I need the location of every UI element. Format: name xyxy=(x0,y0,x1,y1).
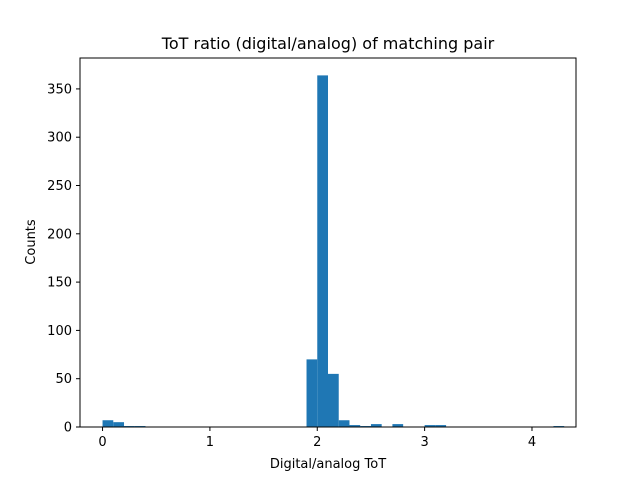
histogram-bar-8 xyxy=(349,425,361,427)
y-tick-label-7: 350 xyxy=(47,82,72,97)
y-tick-label-3: 150 xyxy=(47,276,72,291)
x-axis-ticks: 0 1 2 3 4 xyxy=(98,427,536,450)
chart-title: ToT ratio (digital/analog) of matching p… xyxy=(161,34,495,53)
y-axis-label: Counts xyxy=(24,219,39,265)
x-axis-label: Digital/analog ToT xyxy=(270,457,386,472)
histogram-bar-4 xyxy=(306,359,318,427)
x-tick-label-2: 2 xyxy=(313,435,321,450)
y-tick-label-5: 250 xyxy=(47,179,72,194)
x-tick-label-0: 0 xyxy=(98,435,106,450)
bars-group xyxy=(102,75,565,427)
histogram-bar-7 xyxy=(338,420,350,427)
y-axis-ticks: 0 50 100 150 200 250 300 350 xyxy=(47,82,80,436)
histogram-bar-10 xyxy=(370,424,382,427)
y-tick-label-6: 300 xyxy=(47,131,72,146)
histogram-bar-11 xyxy=(392,424,404,427)
y-tick-label-0: 0 xyxy=(64,421,72,436)
x-tick-label-3: 3 xyxy=(420,435,428,450)
histogram-bar-12 xyxy=(424,425,436,427)
histogram-bar-1 xyxy=(113,422,125,427)
x-tick-label-4: 4 xyxy=(528,435,536,450)
y-tick-label-4: 200 xyxy=(47,227,72,242)
plot-frame xyxy=(79,57,577,428)
x-tick-label-1: 1 xyxy=(206,435,214,450)
histogram-bar-0 xyxy=(102,420,114,427)
y-tick-label-2: 100 xyxy=(47,324,72,339)
histogram-bar-5 xyxy=(317,75,328,427)
histogram-bar-13 xyxy=(435,425,447,427)
histogram-bar-6 xyxy=(328,373,339,427)
y-tick-label-1: 50 xyxy=(55,372,72,387)
